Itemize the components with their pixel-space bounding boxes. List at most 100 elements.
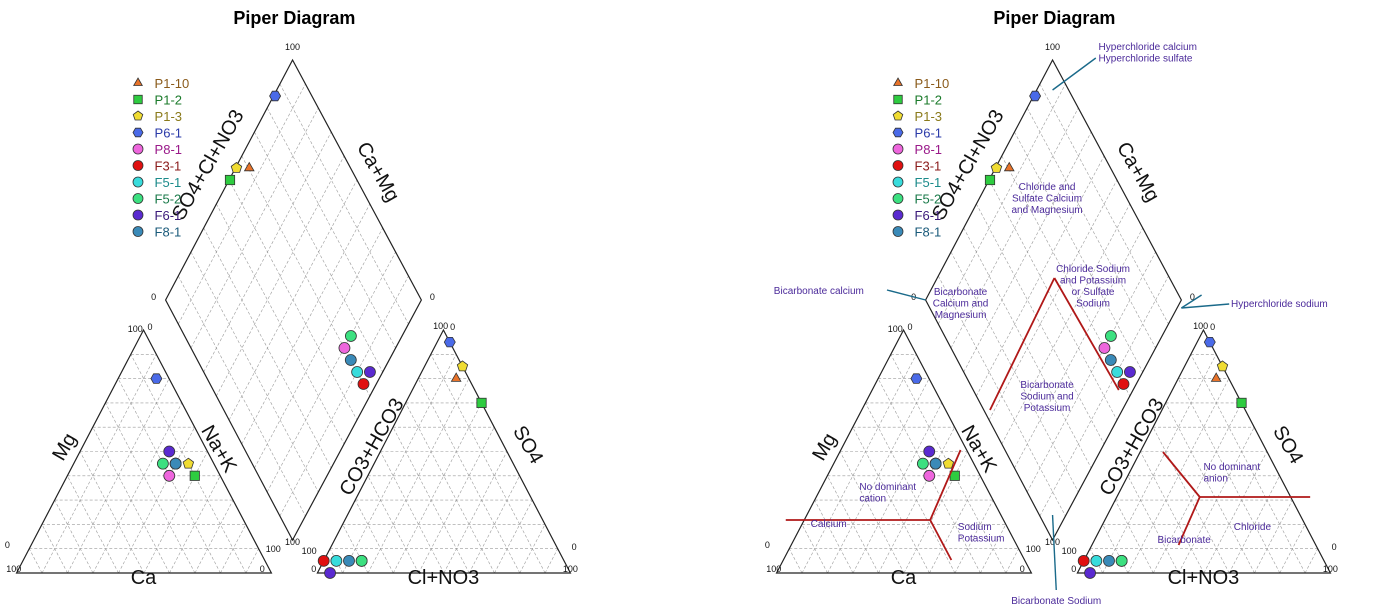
grid-line [54,499,94,574]
tick-label: 0 [147,322,152,332]
tick-label: 100 [266,544,281,554]
grid-line [1228,475,1280,574]
zone-line [929,519,953,561]
grid-line [814,499,854,574]
data-point-anion [355,554,368,567]
data-point-diamond [990,162,1003,173]
grid-line [254,227,383,469]
legend-marker [892,127,904,138]
zone-label: Chloride Sodium and Potassium or Sulfate So… [1056,264,1130,310]
grid-line [801,354,917,574]
grid-line [1177,378,1281,574]
data-point-anion [1236,397,1247,408]
legend-marker [133,94,143,105]
text-line: Sodium [958,522,992,533]
axis-label-camg: Ca+Mg [1112,138,1164,205]
text-line: and Potassium [1060,276,1126,287]
grid-line [1102,524,1129,574]
tick-label: 100 [302,546,317,556]
grid-line [827,378,930,574]
callout-label: Hyperchloride calcium Hyperchloride sulfa… [1099,42,1197,65]
grid-line [130,354,247,574]
data-point-diamond [364,366,376,378]
text-line: Bicarbonate [1020,380,1074,391]
grid-line [1203,451,1268,574]
grid-line [1039,83,1169,325]
zone-label: Calcium [811,519,847,530]
grid-line [1001,203,1131,445]
data-point-anion [324,567,336,579]
legend-marker [893,94,903,105]
data-point-cation [910,373,923,384]
callout-line [1181,303,1230,309]
tick-label: 0 [5,540,10,550]
data-point-anion [330,554,343,567]
data-point-diamond [357,378,370,390]
text-line: Potassium [958,534,1005,545]
data-point-anion [1210,372,1222,382]
grid-line [494,499,533,574]
grid-line [393,402,482,574]
triangle-outline [316,328,572,574]
legend-marker [132,110,144,121]
grid-line [279,275,409,517]
grid-line [852,402,943,574]
grid-line [1152,427,1230,574]
zone-line [989,277,1056,411]
axis-label-clno3: Cl+NO3 [1168,567,1240,589]
legend-label: F3-1 [915,159,942,174]
text-line: Sodium [1076,299,1110,310]
grid-line [28,548,43,574]
triangle-outline [775,328,1033,574]
text-line: or Sulfate [1072,287,1115,298]
grid-line [1102,354,1217,574]
grid-line [216,203,345,445]
grid-line [1254,499,1293,574]
data-point-anion [456,360,469,372]
legend-marker [132,193,144,204]
grid-line [1005,548,1019,574]
callout-label: Hyperchloride sodium [1231,299,1328,310]
legend-label: F5-1 [915,175,942,190]
grid-line [1089,548,1103,574]
grid-line [67,475,119,574]
triangle-outline [15,328,273,574]
callout-line [1180,294,1202,309]
tick-label: 0 [1071,564,1076,574]
legend-marker [892,176,904,188]
tick-label: 0 [1190,292,1195,302]
data-point-diamond [1029,90,1042,102]
tick-label: 100 [1062,546,1077,556]
data-point-cation [916,457,929,470]
grid-line [1304,548,1318,574]
grid-line [1026,107,1156,349]
data-point-diamond [1104,330,1117,342]
grid-line [1165,402,1255,574]
data-point-diamond [344,330,357,342]
text-line: Hyperchloride calcium [1099,42,1197,53]
callout-line [1051,514,1057,591]
tick-label: 100 [563,564,578,574]
data-point-anion [450,372,462,382]
legend-label: P1-10 [915,76,950,91]
grid-line [988,179,1118,421]
tick-label: 100 [128,324,143,334]
diamond-outline [924,58,1183,542]
grid-line [417,378,521,574]
grid-line [430,354,546,574]
data-point-diamond [243,161,255,172]
grid-line [190,107,319,349]
grid-line [241,203,371,445]
grid-line [342,524,369,574]
triangle-outline [1076,328,1332,574]
data-point-cation [923,445,936,458]
data-point-anion [1084,567,1096,579]
grid-line [468,475,520,574]
legend-marker [892,226,904,237]
grid-line [788,548,803,574]
data-point-cation [169,457,182,470]
zone-line [929,449,962,521]
legend-marker [132,209,144,221]
text-line: Sodium and [1020,392,1073,403]
